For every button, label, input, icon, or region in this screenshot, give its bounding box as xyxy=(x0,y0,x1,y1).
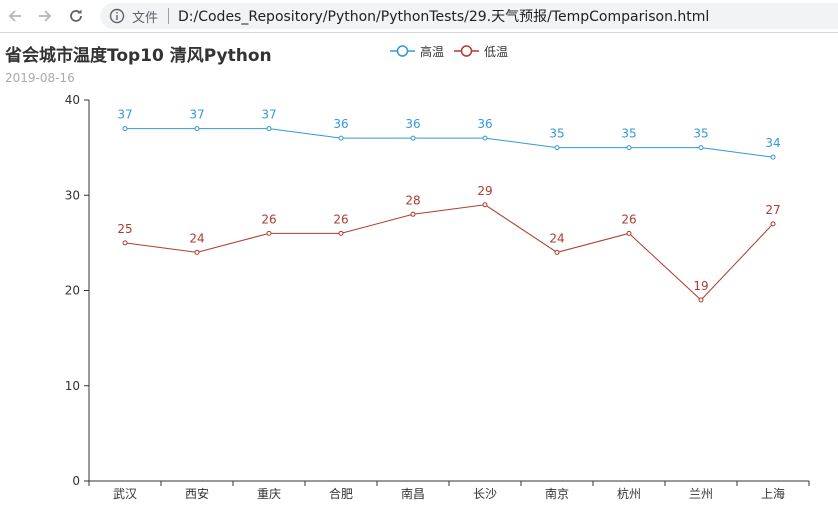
browser-toolbar: 文件 D:/Codes_Repository/Python/PythonTest… xyxy=(0,0,838,33)
y-tick-label: 30 xyxy=(65,188,80,202)
series-line xyxy=(125,128,774,158)
data-point xyxy=(770,221,776,227)
y-tick-label: 40 xyxy=(65,93,80,107)
x-tick-label: 兰州 xyxy=(689,487,713,501)
data-point xyxy=(410,135,416,141)
legend-item-low[interactable]: 低温 xyxy=(454,43,508,60)
data-label: 26 xyxy=(621,212,636,226)
info-circle-icon[interactable] xyxy=(109,8,125,24)
x-tick-label: 重庆 xyxy=(257,487,281,501)
x-tick-label: 合肥 xyxy=(329,486,353,501)
legend-label-low: 低温 xyxy=(484,44,509,59)
data-label: 37 xyxy=(117,108,132,122)
data-label: 36 xyxy=(477,117,492,131)
y-tick-label: 20 xyxy=(65,284,80,298)
data-label: 24 xyxy=(549,231,564,245)
data-point xyxy=(266,230,272,236)
data-label: 35 xyxy=(549,127,564,141)
data-point xyxy=(194,249,200,255)
data-label: 19 xyxy=(693,279,708,293)
data-point xyxy=(338,230,344,236)
x-tick-label: 南昌 xyxy=(401,486,425,501)
y-tick-label: 0 xyxy=(72,474,80,488)
address-bar[interactable]: 文件 D:/Codes_Repository/Python/PythonTest… xyxy=(100,3,838,29)
legend-item-high[interactable]: 高温 xyxy=(390,43,444,60)
legend-label-high: 高温 xyxy=(420,44,445,59)
x-tick-label: 上海 xyxy=(761,486,785,501)
y-tick-label: 10 xyxy=(65,379,80,393)
data-label: 26 xyxy=(261,212,276,226)
x-tick-label: 杭州 xyxy=(617,486,641,501)
data-point xyxy=(482,202,488,208)
data-label: 25 xyxy=(117,222,132,236)
data-label: 26 xyxy=(333,212,348,226)
data-point xyxy=(554,249,560,255)
reload-icon xyxy=(70,9,82,22)
data-label: 36 xyxy=(333,117,348,131)
data-label: 28 xyxy=(405,193,420,207)
back-button[interactable] xyxy=(3,4,27,28)
legend-marker-low xyxy=(454,45,480,57)
data-point xyxy=(626,230,632,236)
data-point xyxy=(122,126,128,132)
data-label: 34 xyxy=(765,136,780,150)
chart-title: 省会城市温度Top10 清风Python xyxy=(5,46,272,66)
series-line xyxy=(124,204,774,301)
data-label: 37 xyxy=(261,108,276,122)
data-point xyxy=(410,211,416,217)
data-point xyxy=(482,135,488,141)
data-point xyxy=(338,135,344,141)
x-tick-label: 西安 xyxy=(185,486,209,501)
data-point xyxy=(122,240,128,246)
data-label: 24 xyxy=(189,231,204,245)
x-tick-label: 长沙 xyxy=(473,487,497,501)
x-tick-label: 武汉 xyxy=(113,487,137,501)
data-point xyxy=(266,126,272,132)
data-point xyxy=(698,297,704,303)
chart-legend: 高温 低温 xyxy=(390,42,518,60)
data-point xyxy=(770,154,776,160)
data-label: 35 xyxy=(693,127,708,141)
address-scheme-label: 文件 xyxy=(132,11,159,26)
data-point xyxy=(698,145,704,151)
address-url[interactable]: D:/Codes_Repository/Python/PythonTests/2… xyxy=(178,9,710,25)
x-tick-label: 南京 xyxy=(545,486,569,501)
forward-button[interactable] xyxy=(33,4,57,28)
reload-button[interactable] xyxy=(64,4,88,28)
arrow-left-icon xyxy=(8,10,21,22)
data-label: 29 xyxy=(477,184,492,198)
arrow-right-icon xyxy=(39,10,52,22)
data-point xyxy=(554,145,560,151)
address-separator xyxy=(168,8,169,24)
data-label: 36 xyxy=(405,117,420,131)
legend-marker-high xyxy=(390,45,415,57)
data-label: 27 xyxy=(765,203,780,217)
data-label: 37 xyxy=(189,108,204,122)
data-label: 35 xyxy=(621,127,636,141)
chart-subtitle: 2019-08-16 xyxy=(5,71,75,85)
data-point xyxy=(626,145,632,151)
data-point xyxy=(194,126,200,132)
